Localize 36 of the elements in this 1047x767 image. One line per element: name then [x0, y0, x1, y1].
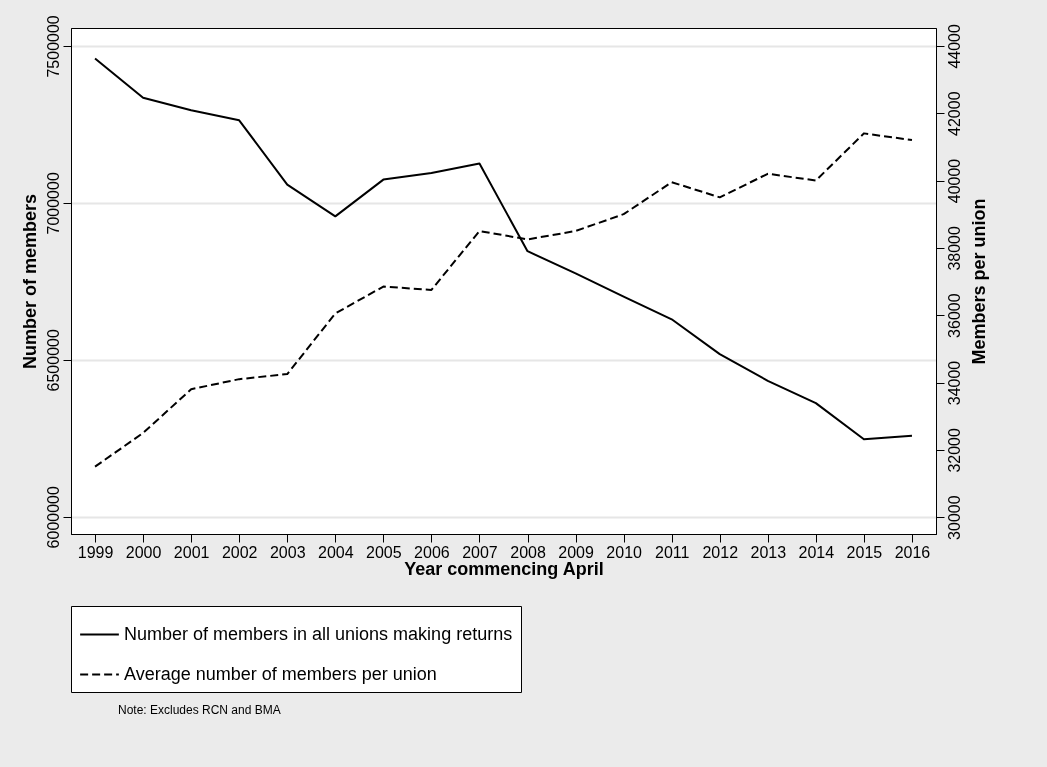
- x-tick-label: 2013: [750, 543, 787, 561]
- x-tick-label: 2009: [558, 543, 594, 561]
- y2-tick-label: 32000: [945, 427, 963, 473]
- y-tick-label: 6000000: [44, 485, 62, 549]
- text: Note: Excludes RCN and BMA: [118, 703, 282, 717]
- x-tick-label: 2016: [894, 543, 931, 561]
- x-axis-title: Year commencing April: [404, 558, 604, 579]
- x-tick-label: 2011: [654, 543, 690, 561]
- x-tick-label: 1999: [77, 543, 114, 561]
- x-tick-label: 2003: [269, 543, 306, 561]
- x-tick-label: 2014: [798, 543, 835, 561]
- y2-tick-label: 36000: [945, 293, 963, 338]
- y2-tick-label: 42000: [945, 91, 963, 136]
- legend-label: Average number of members per union: [124, 663, 437, 684]
- y-axis-title: Number of members: [19, 193, 40, 370]
- y-tick-label: 7500000: [44, 15, 62, 78]
- x-tick-label: 2012: [702, 543, 739, 561]
- y-tick-label: 6500000: [44, 329, 62, 392]
- y2-tick-label: 30000: [945, 495, 963, 540]
- x-tick-label: 2008: [510, 543, 546, 561]
- x-tick-label: 2007: [462, 543, 498, 561]
- x-tick-label: 2015: [846, 543, 883, 561]
- legend-label: Number of members in all unions making returns: [124, 623, 513, 644]
- x-tick-label: 2002: [221, 543, 258, 561]
- x-tick-label: 2005: [366, 543, 402, 561]
- x-tick-label: 2004: [318, 543, 354, 561]
- y2-tick-label: 44000: [945, 24, 963, 69]
- y2-tick-label: 34000: [945, 360, 963, 406]
- y2-tick-label: 40000: [945, 158, 963, 204]
- y2-tick-label: 38000: [945, 226, 963, 271]
- x-tick-label: 2001: [173, 543, 210, 561]
- y-tick-label: 7000000: [44, 172, 62, 235]
- x-tick-label: 2010: [606, 543, 643, 561]
- x-tick-label: 2006: [414, 543, 450, 561]
- x-tick-label: 2000: [125, 543, 162, 561]
- y2-axis-title: Members per union: [968, 198, 989, 365]
